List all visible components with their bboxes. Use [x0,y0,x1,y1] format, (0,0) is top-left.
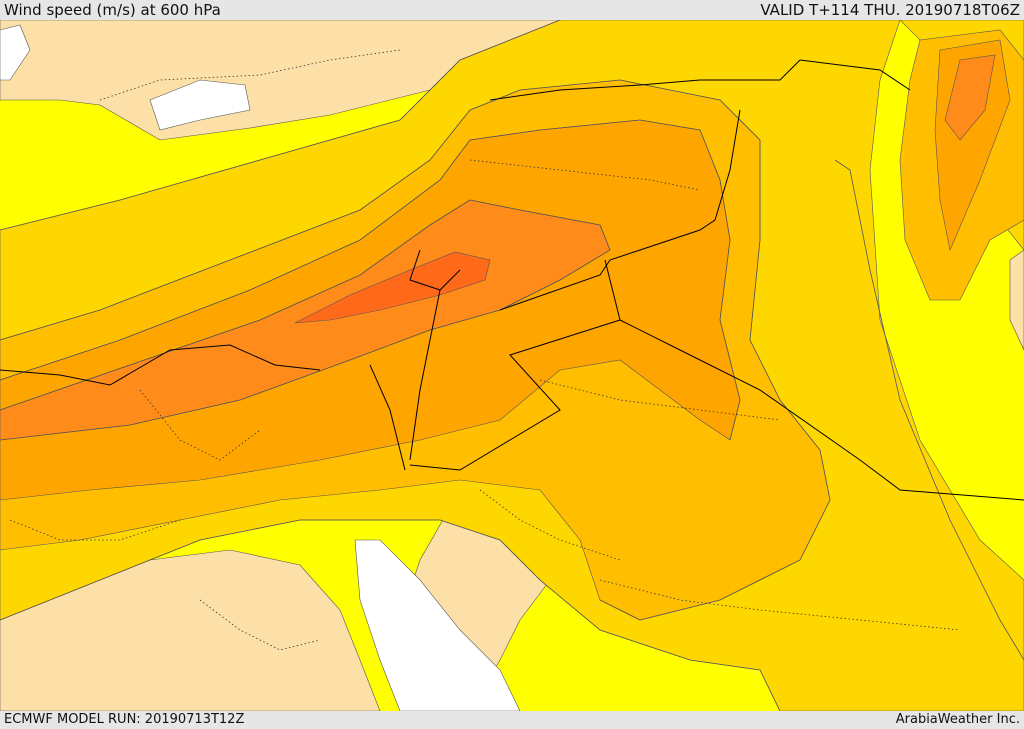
map-canvas[interactable] [0,20,1024,711]
dotted-boundary [9,519,181,541]
border-line [369,364,406,471]
contour-lines [0,20,1024,711]
valid-time: VALID T+114 THU. 20190718T06Z [760,1,1020,19]
contour-line [0,79,831,621]
sea-area-northwest [0,24,31,81]
header-bar: Wind speed (m/s) at 600 hPa VALID T+114 … [0,0,1024,20]
map-title: Wind speed (m/s) at 600 hPa [4,1,221,19]
wind-speed-map [0,20,1024,711]
border-line [409,289,441,461]
contour-line [0,199,611,441]
contour-line [0,119,741,441]
sea-area-north [149,79,251,131]
contour-line [0,20,561,231]
border-line [409,249,461,291]
dotted-boundary [199,599,321,651]
border-line [499,109,741,311]
contour-line [0,519,781,711]
dotted-boundary [479,489,621,561]
dotted-boundary [469,159,701,191]
dotted-boundary [539,379,781,421]
dotted-boundary [599,579,961,631]
footer-bar: ECMWF MODEL RUN: 20190713T12Z ArabiaWeat… [0,711,1024,729]
border-line [489,59,911,101]
sea-area-south [354,539,521,711]
low-wind-region-northeast [1009,249,1024,351]
border-line [409,319,621,471]
credit-text: ArabiaWeather Inc. [895,712,1020,727]
country-borders [0,59,1024,501]
province-boundaries [9,49,961,651]
wind-jet-core [294,251,491,324]
contour-line [834,159,1024,661]
wind-band-level-4-east [944,54,996,141]
model-run: ECMWF MODEL RUN: 20190713T12Z [4,712,245,727]
border-line [0,344,321,386]
dotted-boundary [139,389,261,461]
